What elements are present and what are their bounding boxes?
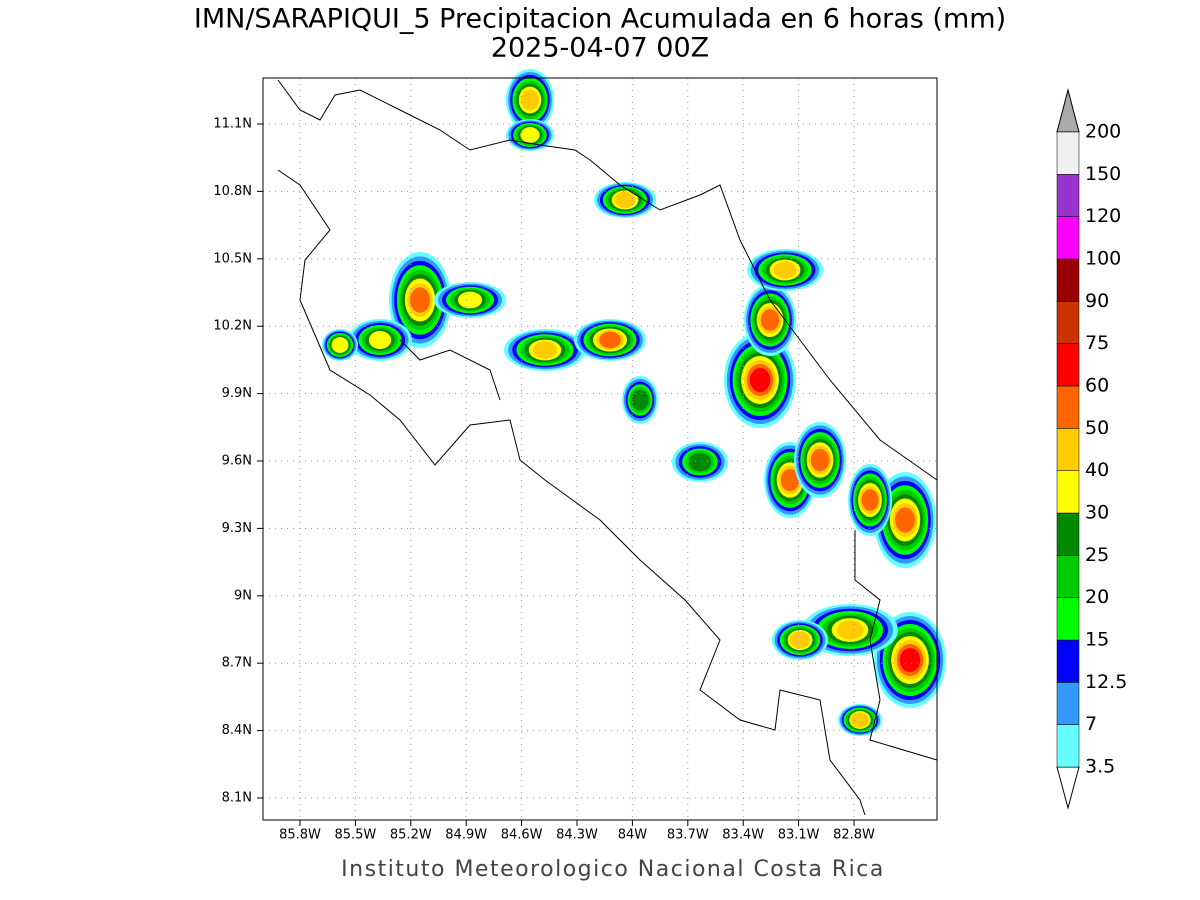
lat-label: 8.1N	[222, 791, 252, 806]
lat-label: 9.9N	[222, 386, 252, 401]
rain-cell	[458, 291, 482, 309]
footer: Instituto Meteorologico Nacional Costa R…	[341, 857, 885, 882]
lat-label: 8.7N	[222, 656, 252, 671]
precip-field	[322, 69, 946, 736]
colorbar-label: 3.5	[1085, 756, 1115, 778]
rain-cell	[520, 89, 540, 111]
lat-label: 10.8N	[213, 184, 252, 199]
colorbar-segment	[1056, 385, 1080, 429]
colorbar-label: 40	[1085, 459, 1109, 481]
colorbar: 3.5 7 12.5 15 20 25 30 40 50 60 75 90 100 120 150 200	[1056, 88, 1127, 810]
lon-label: 85.5W	[334, 828, 376, 843]
coastlines	[277, 79, 938, 816]
lon-label: 83.1W	[778, 828, 820, 843]
colorbar-segment	[1056, 597, 1080, 641]
colorbar-label: 50	[1085, 417, 1109, 439]
colorbar-label: 7	[1085, 713, 1097, 735]
colorbar-label: 25	[1085, 544, 1109, 566]
lat-label: 11.1N	[213, 117, 252, 132]
subtitle: 2025-04-07 00Z	[491, 33, 709, 64]
colorbar-label: 20	[1085, 586, 1109, 608]
colorbar-label: 75	[1085, 332, 1109, 354]
colorbar-segment	[1056, 428, 1080, 471]
rain-cell	[773, 261, 797, 279]
lon-label: 84.6W	[501, 828, 543, 843]
colorbar-label: 120	[1085, 205, 1121, 227]
rain-cell	[410, 287, 430, 313]
rain-cell	[895, 507, 915, 533]
colorbar-label: 12.5	[1085, 671, 1127, 693]
colorbar-segment	[1056, 258, 1080, 302]
colorbar-label: 90	[1085, 290, 1109, 312]
rain-cell	[810, 448, 830, 472]
colorbar-segment	[1056, 682, 1080, 725]
colorbar-label: 200	[1085, 121, 1121, 143]
colorbar-label: 60	[1085, 375, 1109, 397]
rain-cell	[851, 712, 869, 728]
colorbar-segment	[1056, 512, 1080, 556]
lon-label: 82.8W	[833, 828, 875, 843]
colorbar-segment	[1056, 216, 1080, 260]
colorbar-high-arrow	[1056, 88, 1080, 133]
rain-cell	[861, 489, 879, 511]
rain-cell	[780, 468, 800, 492]
rain-cell	[688, 452, 712, 472]
rain-cell	[599, 331, 621, 349]
rain-cell	[614, 191, 636, 209]
lat-label: 9N	[234, 588, 252, 603]
rain-cell	[331, 337, 349, 353]
lat-label: 9.6N	[222, 454, 252, 469]
lon-label: 85.8W	[279, 828, 321, 843]
lat-label: 10.2N	[213, 319, 252, 334]
colorbar-label: 30	[1085, 502, 1109, 524]
rain-cell	[760, 309, 780, 331]
map-frame	[262, 77, 938, 821]
lat-label: 10.5N	[213, 251, 252, 266]
rain-cell	[836, 620, 864, 640]
colorbar-segment	[1056, 174, 1080, 217]
colorbar-segment	[1056, 470, 1080, 514]
colorbar-segment	[1056, 301, 1080, 344]
lon-label: 83.7W	[667, 828, 709, 843]
rain-cell	[368, 331, 392, 349]
colorbar-segment	[1056, 131, 1080, 175]
rain-cell	[520, 127, 540, 143]
rain-cell	[899, 648, 921, 672]
colorbar-segment	[1056, 724, 1080, 768]
rain-cell	[790, 631, 810, 649]
colorbar-segment	[1056, 639, 1080, 683]
colorbar-label: 15	[1085, 629, 1109, 651]
colorbar-segment	[1056, 555, 1080, 598]
colorbar-low-arrow	[1056, 766, 1080, 810]
lon-label: 84.9W	[445, 828, 487, 843]
colorbar-label: 150	[1085, 163, 1121, 185]
lon-label: 83.4W	[722, 828, 764, 843]
lon-label: 84.3W	[556, 828, 598, 843]
rain-cell	[532, 341, 558, 359]
rain-cell	[749, 368, 771, 392]
graticule: 11.1N 10.8N 10.5N 10.2N 9.9N 9.6N 9.3N 9N 8.7N 8.…	[213, 78, 937, 843]
lon-label: 85.2W	[390, 828, 432, 843]
colorbar-segment	[1056, 343, 1080, 387]
lat-label: 8.4N	[222, 723, 252, 738]
title: IMN/SARAPIQUI_5 Precipitacion Acumulada …	[194, 4, 1006, 35]
colorbar-label: 100	[1085, 248, 1121, 270]
rain-cell	[631, 389, 649, 411]
lon-label: 84W	[618, 828, 648, 843]
lat-label: 9.3N	[222, 521, 252, 536]
